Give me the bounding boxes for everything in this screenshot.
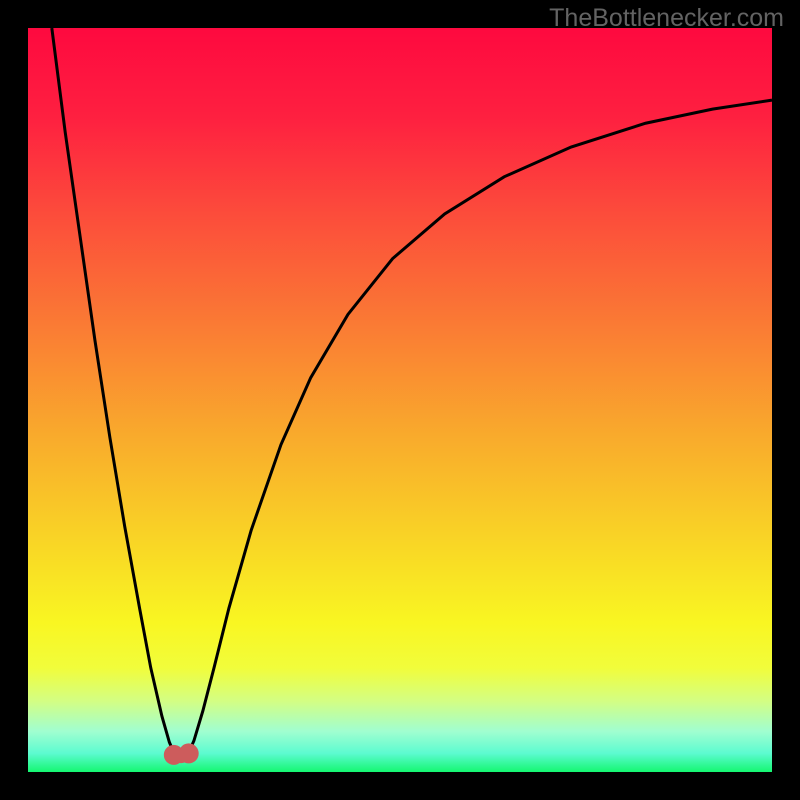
plot-svg [28, 28, 772, 772]
plot-area [28, 28, 772, 772]
sweet-spot-marker-right [179, 743, 199, 763]
chart-canvas: TheBottlenecker.com [0, 0, 800, 800]
gradient-rect [28, 28, 772, 772]
